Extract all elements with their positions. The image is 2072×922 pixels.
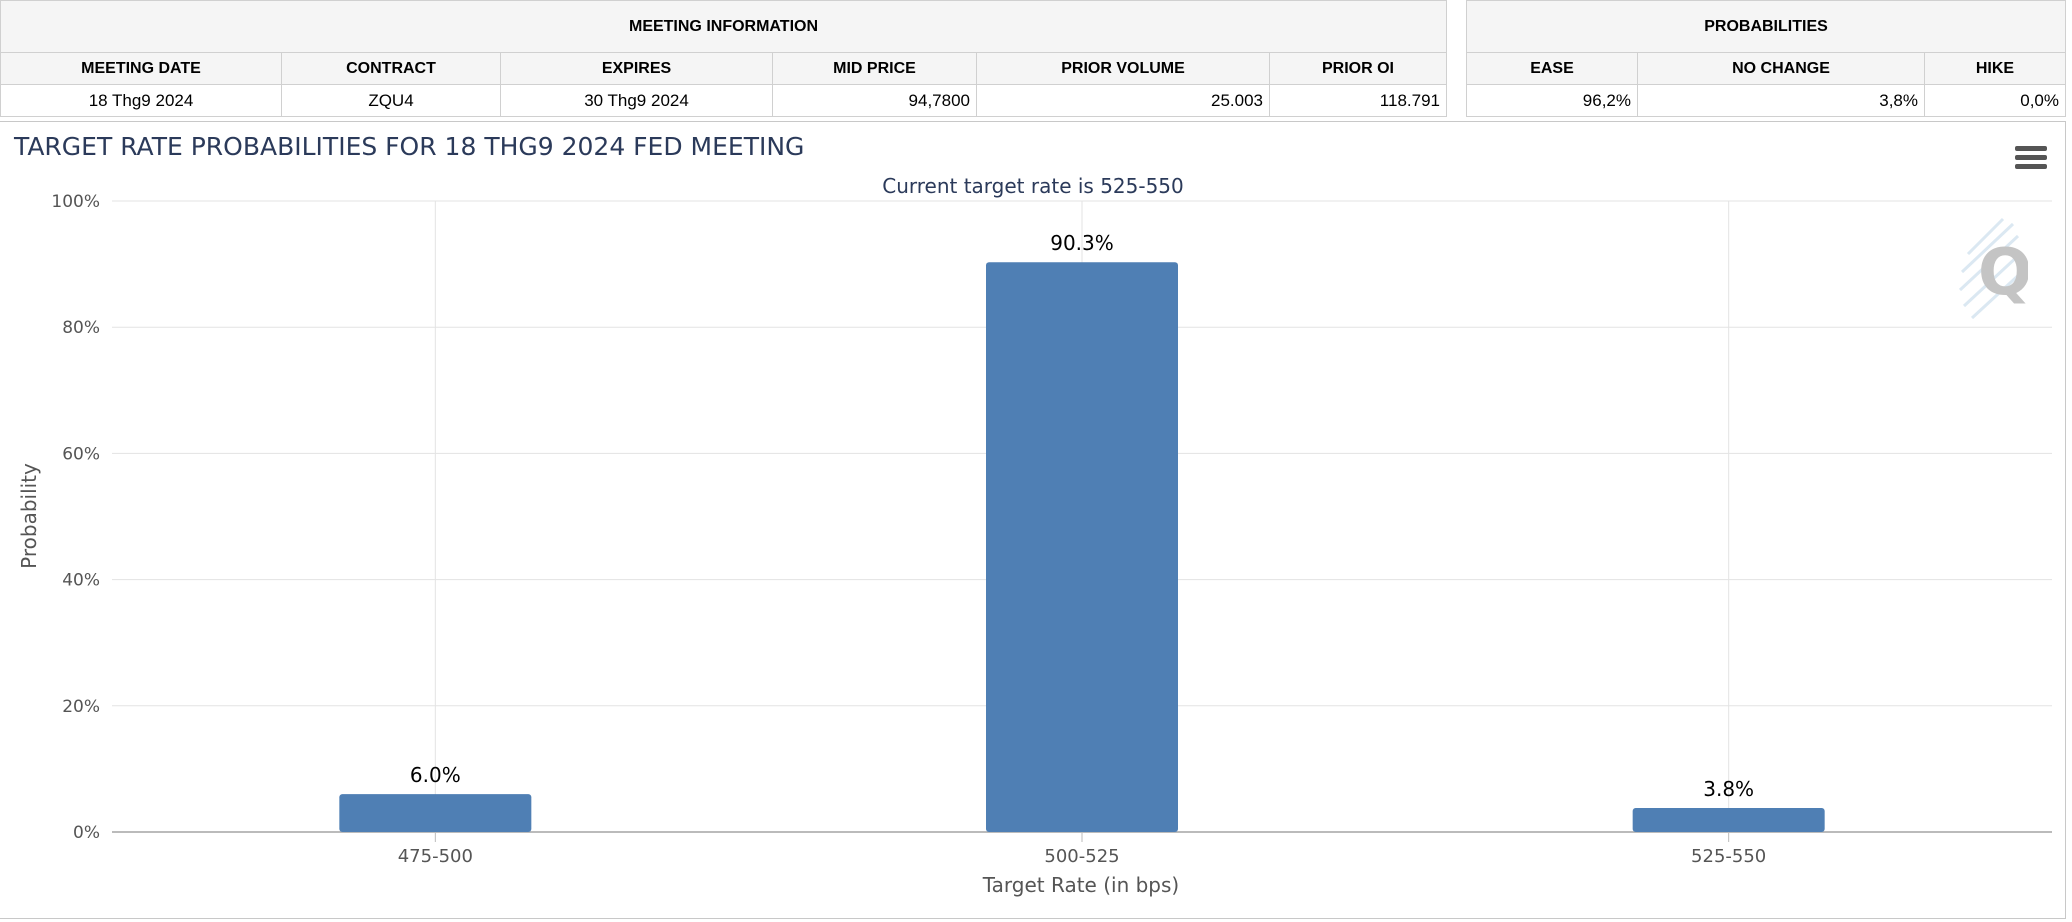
bars: [339, 262, 1825, 832]
value-ease: 96,2%: [1466, 84, 1638, 117]
meeting-information-table: MEETING INFORMATION MEETING DATE CONTRAC…: [0, 0, 1447, 117]
value-prior-oi: 118.791: [1269, 84, 1447, 117]
header-prior-volume: PRIOR VOLUME: [976, 52, 1270, 85]
hamburger-menu-icon[interactable]: [2015, 146, 2047, 172]
chart-container: [0, 121, 2066, 919]
bar-525-550[interactable]: [1632, 808, 1825, 832]
y-tick-label: 40%: [62, 571, 100, 591]
probabilities-panel: PROBABILITIES EASE NO CHANGE HIKE 96,2% …: [1466, 0, 2066, 117]
x-tick-label: 525-550: [1691, 846, 1766, 867]
meeting-information-title: MEETING INFORMATION: [0, 0, 1447, 53]
data-label: 3.8%: [1703, 777, 1754, 801]
header-prior-oi: PRIOR OI: [1269, 52, 1447, 85]
header-expires: EXPIRES: [500, 52, 773, 85]
header-mid-price: MID PRICE: [772, 52, 977, 85]
y-tick-label: 60%: [62, 444, 100, 464]
x-tick-label: 500-525: [1044, 846, 1119, 867]
svg-text:Q: Q: [1978, 236, 2028, 310]
header-ease: EASE: [1466, 52, 1638, 85]
chart-title: TARGET RATE PROBABILITIES FOR 18 THG9 20…: [13, 132, 804, 161]
y-tick-label: 100%: [51, 192, 100, 212]
bar-475-500[interactable]: [339, 794, 532, 832]
value-contract: ZQU4: [281, 84, 501, 117]
data-label: 90.3%: [1050, 231, 1114, 255]
value-prior-volume: 25.003: [976, 84, 1270, 117]
labels: 0% 20% 40% 60% 80% 100% 6.0% 475-500 90.3% 500-52…: [51, 192, 1766, 867]
y-axis-title: Probability: [17, 463, 41, 569]
x-axis-title: Target Rate (in bps): [982, 873, 1179, 897]
y-tick-label: 0%: [73, 823, 100, 843]
bar-500-525[interactable]: [986, 262, 1178, 832]
value-mid-price: 94,7800: [772, 84, 977, 117]
meeting-information-panel: MEETING INFORMATION MEETING DATE CONTRAC…: [0, 0, 1447, 117]
q-logo-icon: Q: [1958, 217, 2028, 320]
value-meeting-date: 18 Thg9 2024: [0, 84, 282, 117]
data-label: 6.0%: [410, 763, 461, 787]
probabilities-title: PROBABILITIES: [1466, 0, 2066, 53]
y-tick-label: 20%: [62, 697, 100, 717]
probabilities-table: PROBABILITIES EASE NO CHANGE HIKE 96,2% …: [1466, 0, 2066, 117]
x-tick-label: 475-500: [398, 846, 473, 867]
value-no-change: 3,8%: [1637, 84, 1925, 117]
value-hike: 0,0%: [1924, 84, 2066, 117]
chart-subtitle: Current target rate is 525-550: [882, 174, 1184, 198]
value-expires: 30 Thg9 2024: [500, 84, 773, 117]
header-no-change: NO CHANGE: [1637, 52, 1925, 85]
y-tick-label: 80%: [62, 318, 100, 338]
